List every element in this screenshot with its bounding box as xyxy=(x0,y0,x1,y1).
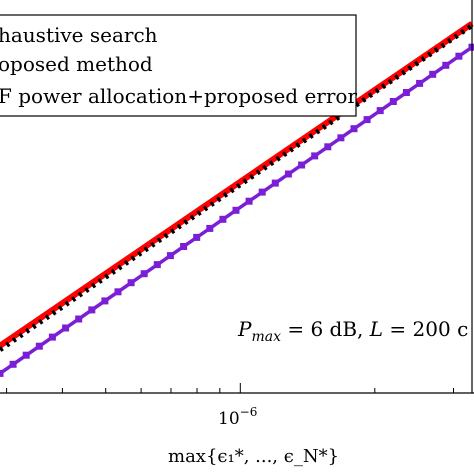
series-marker xyxy=(455,52,463,60)
series-marker xyxy=(442,61,450,69)
legend: haustive search oposed method F power al… xyxy=(0,14,357,117)
series-marker xyxy=(350,125,358,133)
series-marker xyxy=(35,342,43,350)
series-marker xyxy=(127,279,135,287)
series-marker xyxy=(245,197,253,205)
series-marker xyxy=(311,152,319,160)
series-marker xyxy=(232,206,240,214)
series-marker xyxy=(166,252,174,260)
series-marker xyxy=(180,243,188,250)
series-marker xyxy=(337,134,345,142)
annotation-sub: max xyxy=(251,329,281,345)
series-marker xyxy=(363,116,371,124)
series-marker xyxy=(114,288,122,296)
series-marker xyxy=(140,270,148,278)
x-tick-label-exponent: −6 xyxy=(240,405,258,419)
series-layer xyxy=(0,21,474,377)
series-marker xyxy=(219,215,227,223)
series-marker xyxy=(153,261,161,269)
series-marker xyxy=(75,315,83,323)
x-tick-label: 10−6 xyxy=(218,405,257,429)
series-marker xyxy=(62,324,70,332)
series-marker xyxy=(101,297,109,305)
series-marker xyxy=(258,188,266,196)
legend-label-exhaustive: haustive search xyxy=(0,23,158,47)
series-marker xyxy=(284,170,292,178)
series-marker xyxy=(298,161,306,169)
series-marker xyxy=(429,70,437,78)
series-marker xyxy=(48,333,56,341)
series-marker xyxy=(389,98,397,105)
legend-label-power: F power allocation+proposed error xyxy=(0,84,357,108)
series-marker xyxy=(416,79,424,87)
series-marker xyxy=(206,224,214,232)
series-marker xyxy=(468,43,474,51)
legend-box xyxy=(0,14,357,117)
series-marker xyxy=(193,233,201,241)
series-marker xyxy=(376,107,384,115)
x-axis-label: max{ϵ₁*, ..., ϵ_N*} xyxy=(168,446,339,467)
series-marker xyxy=(22,351,30,359)
tick-layer xyxy=(6,383,454,393)
annotation-end: = 200 c xyxy=(383,317,468,341)
x-tick-label-base: 10 xyxy=(218,409,240,429)
series-marker xyxy=(324,143,332,151)
series-marker xyxy=(9,360,17,368)
annotation: Pmax = 6 dB, L = 200 c xyxy=(237,317,468,345)
annotation-mid: = 6 dB, xyxy=(281,317,370,341)
series-marker xyxy=(0,369,4,377)
series-marker xyxy=(402,89,410,96)
series-marker xyxy=(271,179,279,187)
series-marker xyxy=(88,306,96,314)
annotation-l: L xyxy=(369,317,383,341)
annotation-p: P xyxy=(237,317,252,341)
legend-label-proposed: oposed method xyxy=(0,52,153,76)
